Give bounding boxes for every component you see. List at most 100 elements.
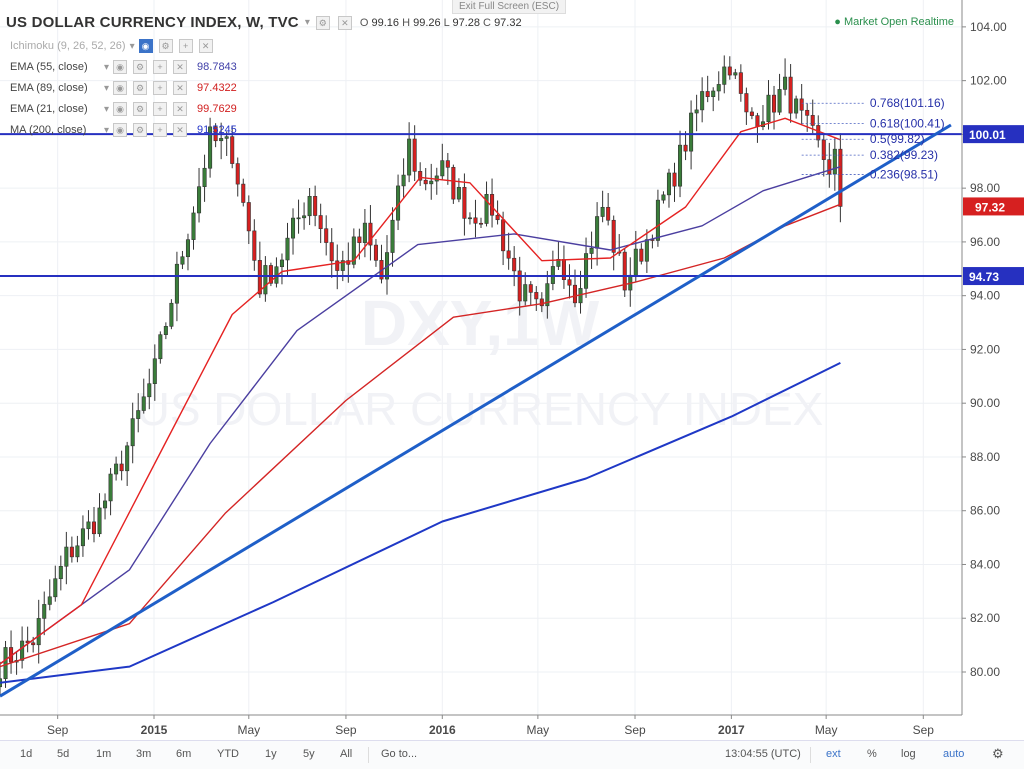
indicator-row[interactable]: EMA (55, close) ▾ ◉ ⚙ + ✕ 98.7843 [10,60,237,74]
eye-icon[interactable]: ◉ [113,102,128,116]
utc-clock[interactable]: 13:04:55 (UTC) [725,748,801,760]
y-tick-label: 102.00 [970,74,1007,88]
candle-body [473,217,478,224]
time-scale-background [0,715,1024,740]
ohlc-open-key: O [359,16,369,29]
candle-body [368,222,373,246]
indicator-label[interactable]: Ichimoku (9, 26, 52, 26) [10,40,126,52]
range-1d-button[interactable]: 1d [20,748,33,760]
candle-body [313,196,318,216]
symbol-title[interactable]: US DOLLAR CURRENCY INDEX, W, TVC [6,14,299,31]
indicator-row[interactable]: EMA (21, close) ▾ ◉ ⚙ + ✕ 99.7629 [10,102,237,116]
close-icon[interactable]: ✕ [173,102,188,116]
eye-icon[interactable]: ◉ [113,123,128,137]
candle-body [534,292,539,300]
candle-body [423,179,428,185]
indicator-row[interactable]: MA (200, close) ▾ ◉ ⚙ + ✕ 91.5245 [10,123,237,137]
indicator-row[interactable]: Ichimoku (9, 26, 52, 26) ▾ ◉ ⚙ + ✕ [10,39,215,53]
candle-body [130,418,135,447]
range-5d-button[interactable]: 5d [57,748,70,760]
chevron-down-icon[interactable]: ▾ [104,61,110,73]
indicator-label[interactable]: EMA (21, close) [10,103,88,115]
chart-canvas[interactable]: DXY,1WUS DOLLAR CURRENCY INDEX1.618(105.… [0,0,1024,740]
candle-body [285,237,290,261]
moving-average-line [0,362,841,684]
goto-date-button[interactable]: Go to... [381,748,418,760]
indicator-label[interactable]: MA (200, close) [10,124,87,136]
gear-icon[interactable]: ⚙ [992,746,1004,761]
eye-icon[interactable]: ◉ [113,81,128,95]
candle-body [749,111,754,116]
settings-icon[interactable]: ⚙ [315,15,330,30]
candle-body [788,76,793,114]
candle-body [694,109,699,114]
chevron-down-icon[interactable]: ▾ [104,124,110,136]
close-icon[interactable]: ✕ [173,81,188,95]
candle-body [545,283,550,307]
settings-icon[interactable]: ⚙ [133,102,148,116]
indicator-label[interactable]: EMA (55, close) [10,61,88,73]
range-1m-button[interactable]: 1m [96,748,112,760]
eye-icon[interactable]: ◉ [113,60,128,74]
indicator-value: 99.7629 [197,103,237,115]
candle-body [296,217,301,220]
candle-body [340,260,345,271]
range-ytd-button[interactable]: YTD [217,748,239,760]
x-tick-label: 2017 [718,723,745,737]
indicator-label[interactable]: EMA (89, close) [10,82,88,94]
close-icon[interactable]: ✕ [173,60,188,74]
candle-body [495,214,500,221]
settings-icon[interactable]: ⚙ [133,123,148,137]
eye-icon[interactable]: ◉ [138,39,153,53]
indicator-row[interactable]: EMA (89, close) ▾ ◉ ⚙ + ✕ 97.4322 [10,81,237,95]
candle-body [362,222,367,243]
price-scale-background [962,0,1024,715]
candle-body [169,302,174,327]
range-all-button[interactable]: All [340,748,353,760]
close-icon[interactable]: ✕ [337,15,352,30]
candle-body [606,206,611,221]
range-5y-button[interactable]: 5y [303,748,315,760]
candle-body [711,90,716,97]
candle-body [91,521,97,535]
range-6m-button[interactable]: 6m [176,748,192,760]
candle-body [3,647,8,680]
candle-body [440,160,445,177]
candle-body [821,139,826,160]
candle-body [230,136,235,164]
candle-body [611,219,616,253]
plus-icon[interactable]: + [153,60,168,74]
chevron-down-icon[interactable]: ▾ [104,103,110,115]
range-1y-button[interactable]: 1y [265,748,277,760]
auto-scale-toggle[interactable]: auto [943,748,965,760]
close-icon[interactable]: ✕ [173,123,188,137]
percent-scale-toggle[interactable]: % [867,748,877,760]
candle-body [152,358,157,385]
candle-body [208,126,213,169]
market-status: ● Market Open Realtime [834,16,954,28]
fib-level-label: 0.768(101.16) [870,96,945,110]
log-scale-toggle[interactable]: log [901,748,916,760]
candle-body [47,596,52,605]
candle-body [462,187,467,219]
candle-body [180,256,185,265]
plus-icon[interactable]: + [178,39,193,53]
candle-body [810,115,815,126]
chevron-down-icon[interactable]: ▾ [104,82,110,94]
plus-icon[interactable]: + [153,81,168,95]
close-icon[interactable]: ✕ [198,39,213,53]
settings-icon[interactable]: ⚙ [133,81,148,95]
candle-body [661,194,666,201]
chevron-down-icon[interactable]: ▾ [129,40,135,52]
candle-body [224,136,229,139]
extended-hours-toggle[interactable]: ext [826,748,841,760]
candle-body [567,279,572,286]
plus-icon[interactable]: + [153,123,168,137]
range-3m-button[interactable]: 3m [136,748,152,760]
candle-body [827,159,832,175]
chevron-down-icon[interactable]: ▾ [304,17,310,28]
settings-icon[interactable]: ⚙ [133,60,148,74]
plus-icon[interactable]: + [153,102,168,116]
exit-fullscreen-button[interactable]: Exit Full Screen (ESC) [452,0,567,14]
settings-icon[interactable]: ⚙ [158,39,173,53]
